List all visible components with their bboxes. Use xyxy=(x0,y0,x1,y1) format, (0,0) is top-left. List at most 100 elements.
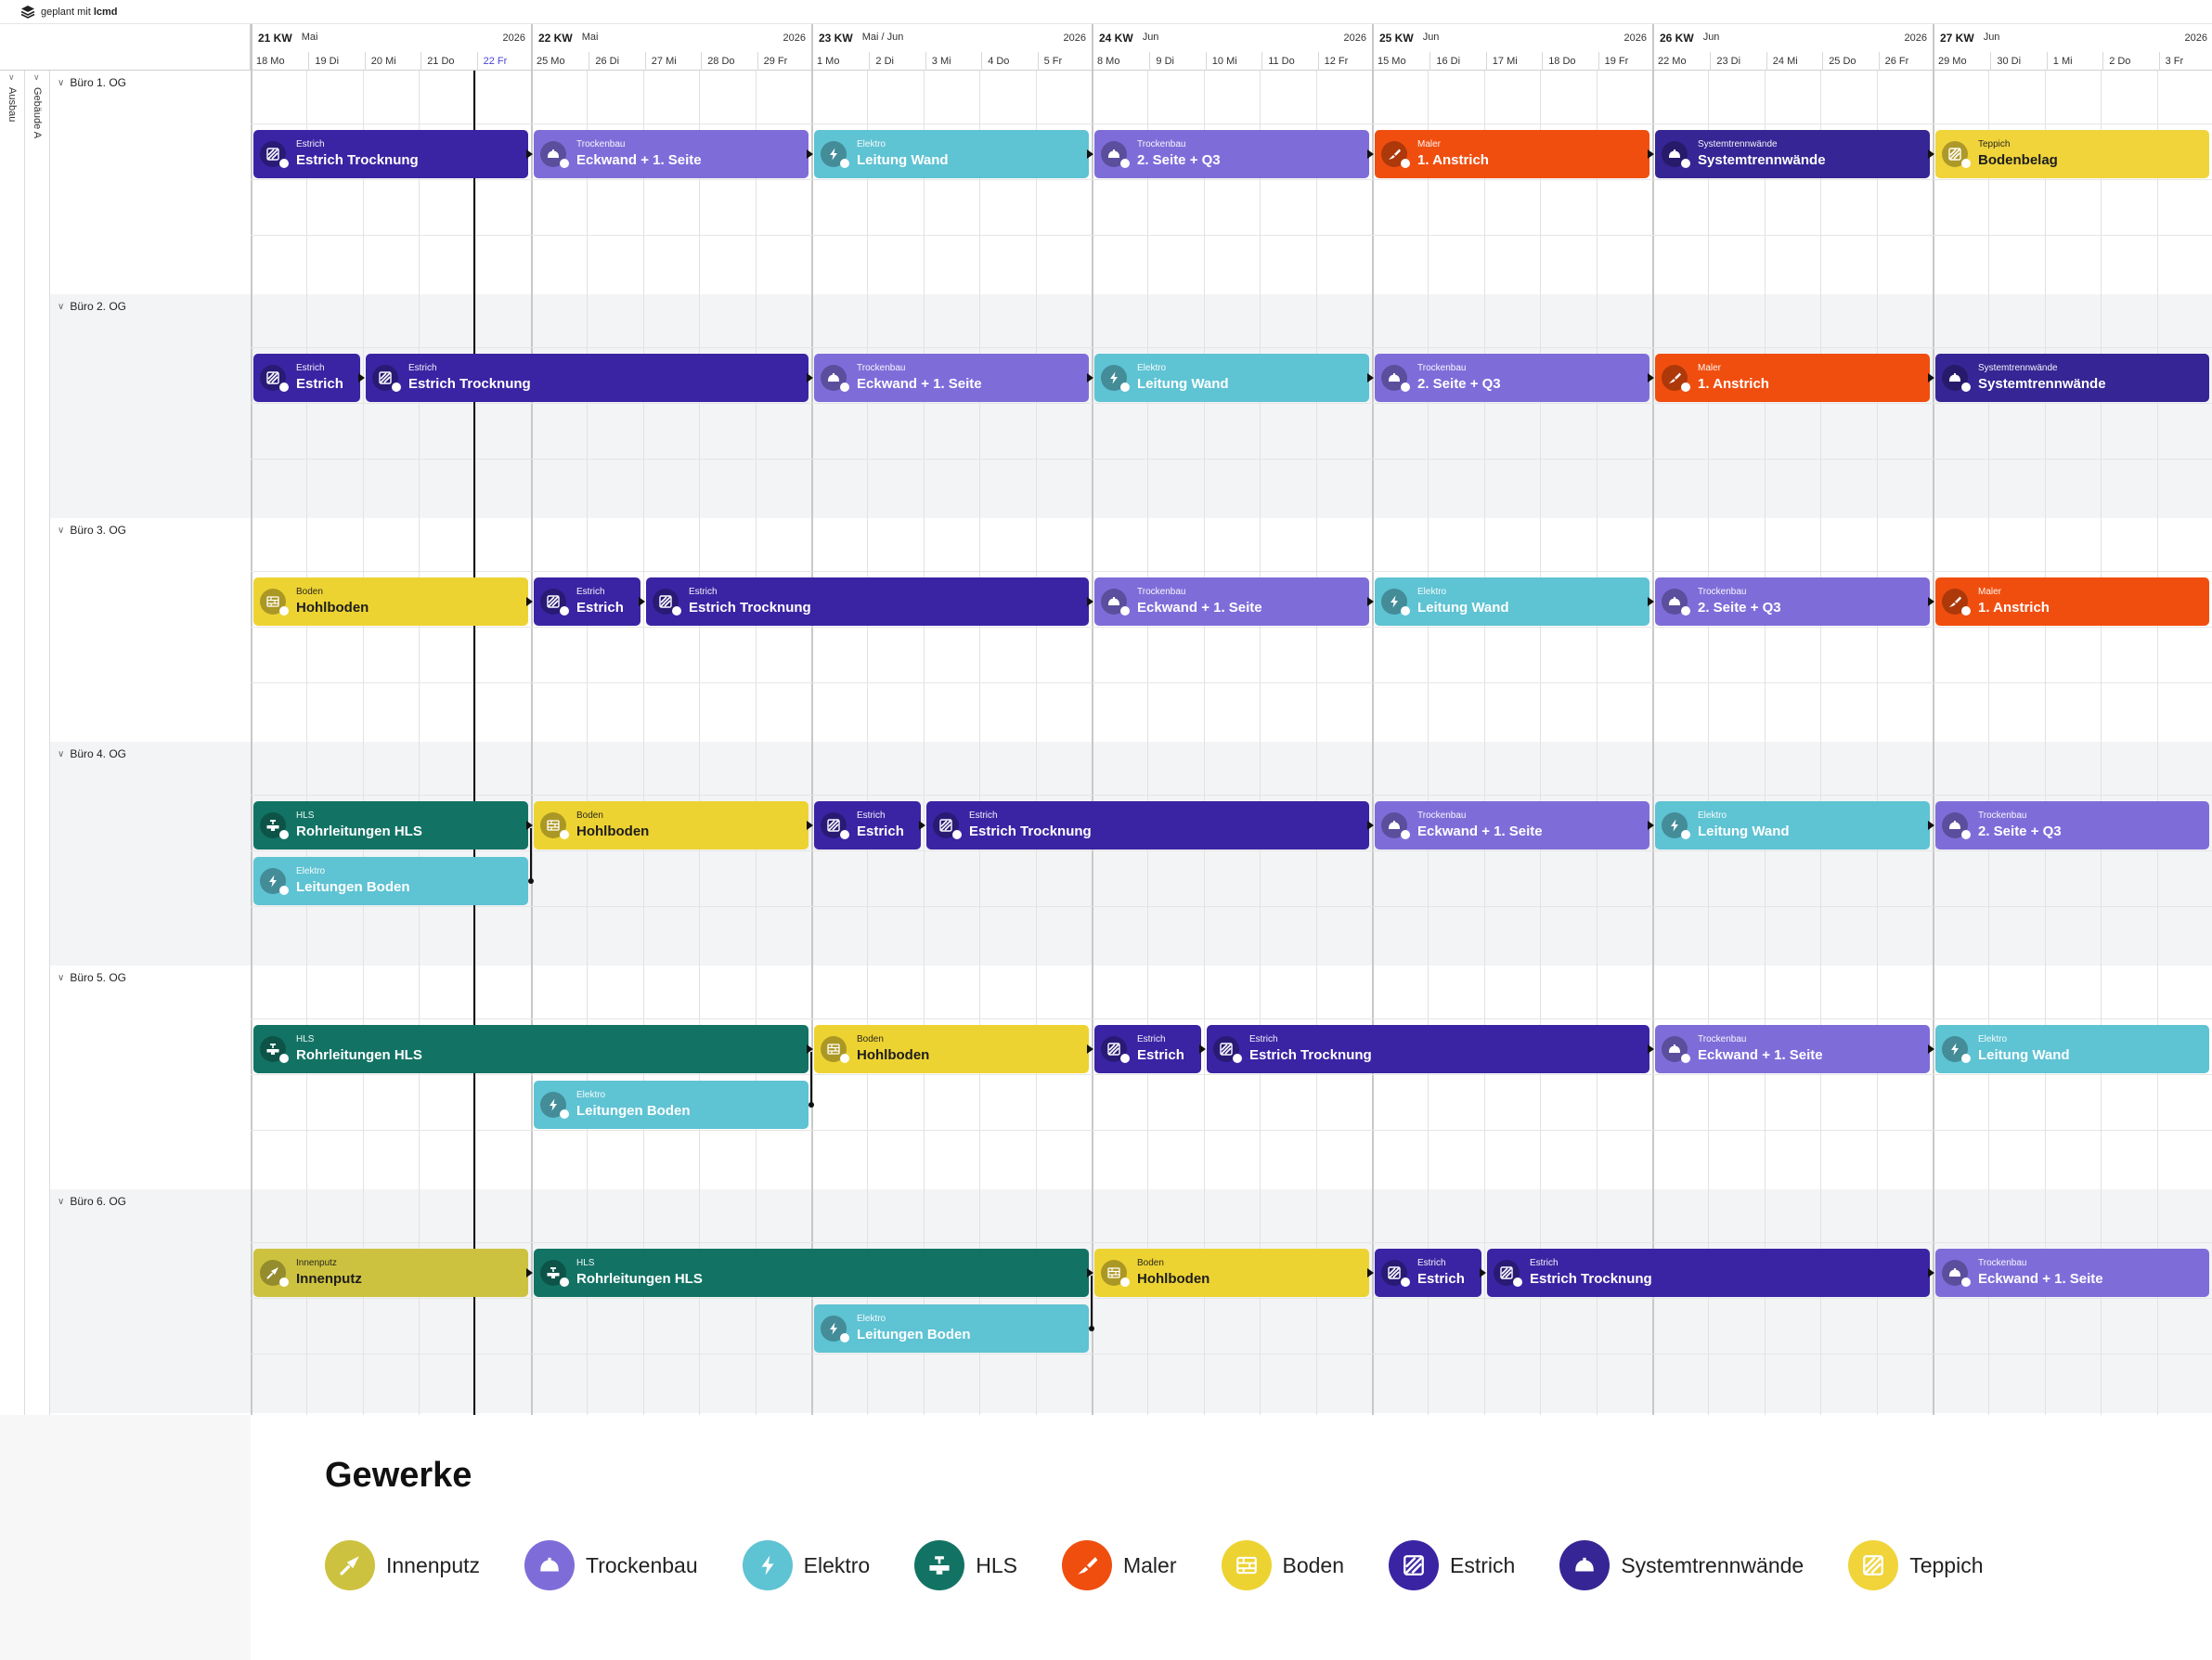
task-bar[interactable]: Maler 1. Anstrich xyxy=(1375,130,1649,178)
task-bar[interactable]: Elektro Leitung Wand xyxy=(1655,801,1930,849)
brand-name: lcmd xyxy=(93,6,118,18)
day-header: 5 Fr xyxy=(1037,52,1093,71)
task-bar[interactable]: Elektro Leitung Wand xyxy=(1375,577,1649,626)
row-label[interactable]: ∨ Büro 2. OG xyxy=(58,300,126,313)
task-bar[interactable]: Trockenbau Eckwand + 1. Seite xyxy=(814,354,1089,402)
task-trade-label: Estrich xyxy=(689,587,718,597)
row-label[interactable]: ∨ Büro 1. OG xyxy=(58,76,126,89)
status-badge xyxy=(1401,830,1410,839)
legend-item: HLS xyxy=(914,1540,1017,1590)
task-bar[interactable]: Estrich Estrich xyxy=(534,577,640,626)
week-grid-line xyxy=(811,71,813,1415)
task-title: 1. Anstrich xyxy=(1417,152,1489,168)
task-bar[interactable]: HLS Rohrleitungen HLS xyxy=(253,1025,808,1073)
task-bar[interactable]: Innenputz Innenputz xyxy=(253,1249,528,1297)
task-bar[interactable]: Boden Hohlboden xyxy=(1094,1249,1369,1297)
task-bar[interactable]: Estrich Estrich xyxy=(1375,1249,1481,1297)
day-header: 9 Di xyxy=(1149,52,1205,71)
status-badge xyxy=(1961,830,1971,839)
legend-item: Estrich xyxy=(1389,1540,1515,1590)
task-bar[interactable]: Estrich Estrich xyxy=(814,801,921,849)
task-bar[interactable]: Boden Hohlboden xyxy=(534,801,808,849)
day-header: 11 Do xyxy=(1261,52,1317,71)
task-trade-label: Elektro xyxy=(1137,363,1167,373)
task-bar[interactable]: Trockenbau Eckwand + 1. Seite xyxy=(1094,577,1369,626)
planned-with-text: geplant mit xyxy=(41,6,91,18)
task-bar[interactable]: Trockenbau 2. Seite + Q3 xyxy=(1935,801,2209,849)
task-bar[interactable]: Elektro Leitungen Boden xyxy=(814,1304,1089,1353)
week-grid-line xyxy=(1652,71,1654,1415)
task-bar[interactable]: Maler 1. Anstrich xyxy=(1935,577,2209,626)
task-bar[interactable]: Estrich Estrich Trocknung xyxy=(366,354,808,402)
week-number: 23 KW xyxy=(819,32,853,45)
chevron-down-icon[interactable]: ∨ xyxy=(58,1196,65,1207)
legend-items: Innenputz Trockenbau Elektro HLS Maler Boden E… xyxy=(325,1540,2027,1590)
day-header: 19 Fr xyxy=(1598,52,1654,71)
task-title: Eckwand + 1. Seite xyxy=(576,152,702,168)
task-bar[interactable]: Estrich Estrich Trocknung xyxy=(1487,1249,1930,1297)
task-title: Rohrleitungen HLS xyxy=(296,824,422,839)
task-bar[interactable]: Estrich Estrich Trocknung xyxy=(253,130,528,178)
task-bar[interactable]: Elektro Leitung Wand xyxy=(1935,1025,2209,1073)
chevron-down-icon[interactable]: ∨ xyxy=(58,748,65,759)
task-bar[interactable]: Systemtrennwände Systemtrennwände xyxy=(1935,354,2209,402)
today-marker xyxy=(473,71,475,1415)
timeline-header: 21 KW Mai 2026 18 Mo 19 Di 20 Mi 21 Do 22 Fr 22 … xyxy=(0,24,2212,71)
task-title: Leitung Wand xyxy=(1698,824,1790,839)
group-label-ausbau[interactable]: Ausbau xyxy=(6,87,18,123)
task-trade-label: Trockenbau xyxy=(857,363,906,373)
task-title: 2. Seite + Q3 xyxy=(1978,824,2062,839)
task-bar[interactable]: Trockenbau 2. Seite + Q3 xyxy=(1655,577,1930,626)
status-badge xyxy=(840,159,849,168)
row-label[interactable]: ∨ Büro 6. OG xyxy=(58,1195,126,1208)
valve-icon xyxy=(547,1267,560,1278)
task-bar[interactable]: Trockenbau Eckwand + 1. Seite xyxy=(1655,1025,1930,1073)
floor-icon xyxy=(1107,1267,1120,1278)
task-bar[interactable]: Elektro Leitung Wand xyxy=(814,130,1089,178)
task-bar[interactable]: Elektro Leitungen Boden xyxy=(534,1081,808,1129)
status-badge xyxy=(1401,1277,1410,1287)
task-bar[interactable]: Boden Hohlboden xyxy=(253,577,528,626)
task-bar[interactable]: Trockenbau Eckwand + 1. Seite xyxy=(1375,801,1649,849)
task-bar[interactable]: Elektro Leitungen Boden xyxy=(253,857,528,905)
task-bar[interactable]: HLS Rohrleitungen HLS xyxy=(534,1249,1089,1297)
chevron-down-icon[interactable]: ∨ xyxy=(58,525,65,536)
task-title: Estrich Trocknung xyxy=(1249,1047,1372,1063)
helmet-icon xyxy=(1949,821,1960,829)
chevron-down-icon[interactable]: ∨ xyxy=(58,972,65,983)
status-badge xyxy=(1681,830,1690,839)
chevron-down-icon[interactable]: ∨ xyxy=(58,77,65,88)
lane-grid-line xyxy=(251,627,2212,628)
day-grid-line xyxy=(1484,71,1485,1415)
task-bar[interactable]: Maler 1. Anstrich xyxy=(1655,354,1930,402)
task-bar[interactable]: Estrich Estrich Trocknung xyxy=(646,577,1089,626)
task-bar[interactable]: Boden Hohlboden xyxy=(814,1025,1089,1073)
chevron-down-icon[interactable]: ∨ xyxy=(8,72,15,82)
task-bar[interactable]: Trockenbau Eckwand + 1. Seite xyxy=(1935,1249,2209,1297)
task-trade-label: Trockenbau xyxy=(1698,1034,1747,1044)
legend-label: Systemtrennwände xyxy=(1621,1552,1805,1577)
task-bar[interactable]: Trockenbau 2. Seite + Q3 xyxy=(1094,130,1369,178)
legend-item: Innenputz xyxy=(325,1540,480,1590)
task-bar[interactable]: Systemtrennwände Systemtrennwände xyxy=(1655,130,1930,178)
row-label[interactable]: ∨ Büro 3. OG xyxy=(58,524,126,537)
day-header: 25 Do xyxy=(1822,52,1878,71)
day-header: 24 Mi xyxy=(1766,52,1822,71)
group-label-gebaeude[interactable]: Gebäude A xyxy=(32,87,43,139)
task-bar[interactable]: Trockenbau Eckwand + 1. Seite xyxy=(534,130,808,178)
day-grid-line xyxy=(1540,71,1541,1415)
task-bar[interactable]: Estrich Estrich Trocknung xyxy=(1207,1025,1649,1073)
task-bar[interactable]: Estrich Estrich xyxy=(1094,1025,1201,1073)
task-bar[interactable]: Estrich Estrich xyxy=(253,354,360,402)
chevron-down-icon[interactable]: ∨ xyxy=(33,72,40,82)
task-bar[interactable]: Teppich Bodenbelag xyxy=(1935,130,2209,178)
task-bar[interactable]: Elektro Leitung Wand xyxy=(1094,354,1369,402)
task-title: Leitung Wand xyxy=(1417,600,1509,616)
task-bar[interactable]: Trockenbau 2. Seite + Q3 xyxy=(1375,354,1649,402)
task-bar[interactable]: Estrich Estrich Trocknung xyxy=(926,801,1369,849)
chevron-down-icon[interactable]: ∨ xyxy=(58,301,65,312)
lightning-icon xyxy=(1671,819,1678,832)
task-bar[interactable]: HLS Rohrleitungen HLS xyxy=(253,801,528,849)
row-label[interactable]: ∨ Büro 5. OG xyxy=(58,971,126,984)
row-label[interactable]: ∨ Büro 4. OG xyxy=(58,747,126,760)
